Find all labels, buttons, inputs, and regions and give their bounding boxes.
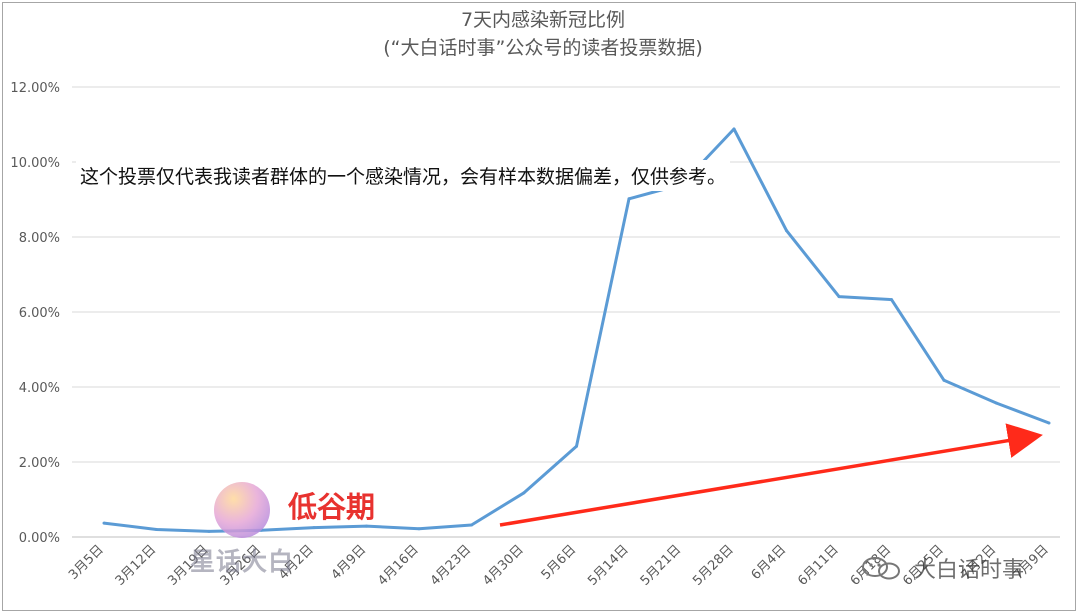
chart-title: 7天内感染新冠比例 (461, 9, 625, 31)
data-point (995, 401, 998, 405)
data-point (522, 491, 526, 495)
data-point (312, 526, 316, 530)
x-tick-label: 5月21日 (638, 542, 685, 589)
y-tick-label: 10.00% (10, 156, 60, 171)
data-point (627, 197, 631, 201)
y-tick-label: 8.00% (19, 231, 60, 246)
x-tick-label: 4月9日 (329, 542, 370, 583)
data-point (890, 298, 893, 302)
data-point (470, 523, 473, 527)
chart-note: 这个投票仅代表我读者群体的一个感染情况，会有样本数据偏差，仅供参考。 (76, 160, 731, 191)
data-point (155, 528, 158, 531)
x-tick-label: 5月14日 (585, 542, 632, 589)
x-tick-label: 3月12日 (113, 542, 160, 589)
account-watermark: 大白话时事 (858, 552, 1024, 584)
x-tick-label: 4月16日 (375, 542, 422, 589)
low-period-label: 低谷期 (288, 490, 376, 524)
bunny-logo-icon (214, 482, 270, 538)
y-axis-ticks: 0.00% 2.00% 4.00% 6.00% 8.00% 10.00% 12.00% (10, 81, 60, 546)
gridlines (72, 86, 1060, 538)
data-point (732, 127, 736, 131)
x-tick-label: 3月5日 (66, 542, 107, 583)
wechat-icon (862, 557, 900, 580)
logo-watermark-text: 星话大白 (190, 547, 295, 576)
x-tick-label: 5月28日 (690, 542, 737, 589)
chart-subtitle: (“大白话时事”公众号的读者投票数据) (383, 37, 703, 59)
data-point (942, 378, 946, 382)
data-point (785, 229, 788, 233)
y-tick-label: 4.00% (19, 381, 60, 396)
x-tick-label: 6月4日 (749, 542, 790, 583)
y-tick-label: 6.00% (19, 306, 60, 321)
data-point (575, 444, 578, 448)
data-point (837, 295, 841, 299)
y-tick-label: 12.00% (10, 81, 60, 96)
y-tick-label: 2.00% (19, 456, 60, 471)
x-tick-label: 5月6日 (539, 542, 580, 583)
data-point (365, 524, 368, 528)
data-point (102, 521, 106, 525)
trend-arrow (499, 423, 1043, 527)
y-tick-label: 0.00% (19, 531, 60, 546)
data-point (1047, 421, 1051, 425)
data-point (207, 529, 211, 533)
x-tick-label: 4月30日 (480, 542, 527, 589)
series-points (102, 127, 1051, 533)
x-tick-label: 6月11日 (795, 542, 842, 589)
account-watermark-text: 大白话时事 (914, 558, 1025, 583)
data-point (417, 527, 421, 531)
x-tick-label: 4月23日 (428, 542, 475, 589)
